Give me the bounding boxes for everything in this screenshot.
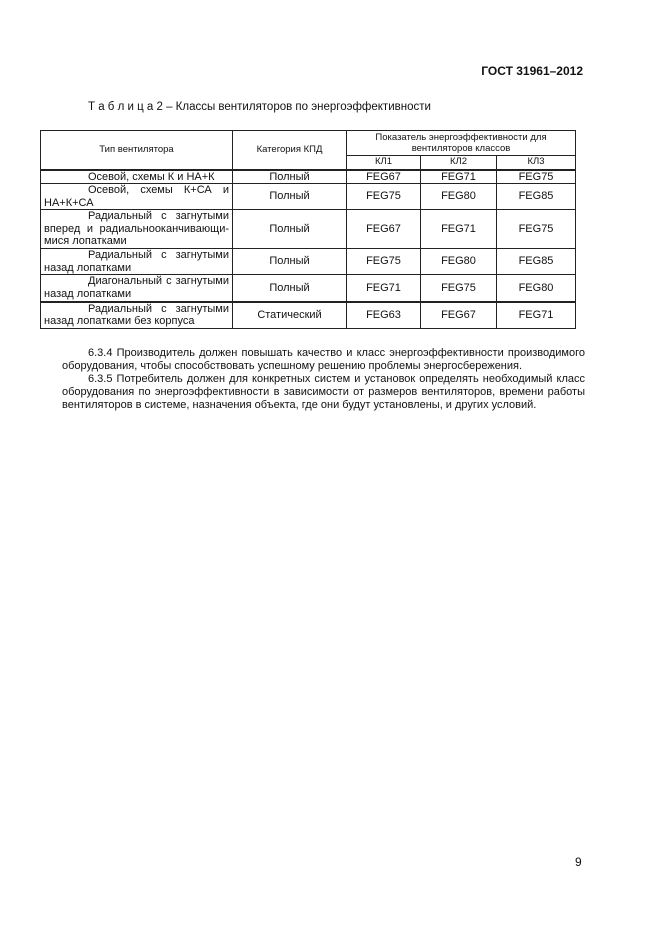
cell-category: Полный (232, 183, 347, 210)
cell-type: Радиальный с загнутыми назад лопатками б… (40, 300, 233, 329)
cell-class-2: FEG71 (420, 209, 497, 249)
cell-type: Осевой, схемы К+СА и НА+К+СА (40, 183, 233, 210)
table-row: Радиальный с загнутыми вперед и радиальн… (40, 209, 577, 249)
cell-type: Диагональный с загнутыми назад лопатками (40, 274, 233, 302)
cell-category: Полный (232, 248, 347, 275)
cell-class-2: FEG75 (420, 274, 497, 302)
header-category: Категория КПД (232, 130, 347, 170)
cell-category: Полный (232, 274, 347, 302)
table-row: Диагональный с загнутыми назад лопатками… (40, 274, 577, 302)
cell-type: Осевой, схемы К и НА+К (40, 168, 233, 184)
cell-class-3: FEG80 (495, 274, 577, 302)
cell-category: Полный (232, 209, 347, 249)
body-text: 6.3.4 Производитель должен повышать каче… (62, 347, 585, 412)
cell-class-1: FEG67 (346, 209, 421, 249)
cell-class-2: FEG71 (420, 168, 497, 184)
cell-class-1: FEG75 (346, 183, 421, 210)
header-class-3: КЛ3 (495, 155, 577, 170)
paragraph-6-3-5: 6.3.5 Потребитель должен для конкретных … (62, 373, 585, 411)
header-type: Тип вентилятора (40, 130, 233, 170)
cell-class-2: FEG67 (420, 300, 497, 329)
table-caption: Т а б л и ц а 2 – Классы вентиляторов по… (88, 101, 431, 113)
cell-class-3: FEG85 (495, 248, 577, 275)
table-row: Радиальный с загнутыми назад лопатками б… (40, 300, 577, 329)
cell-category: Полный (232, 168, 347, 184)
cell-class-3: FEG71 (495, 300, 577, 329)
page-number: 9 (575, 855, 582, 869)
table-row: Осевой, схемы К+СА и НА+К+СА Полный FEG7… (40, 183, 577, 210)
cell-type: Радиальный с загнутыми назад лопатками (40, 248, 233, 275)
table-row: Осевой, схемы К и НА+К Полный FEG67 FEG7… (40, 168, 577, 184)
header-indicator: Показатель энергоэффективности для венти… (345, 130, 577, 156)
cell-class-1: FEG71 (346, 274, 421, 302)
cell-class-1: FEG63 (346, 300, 421, 329)
header-class-1: КЛ1 (346, 155, 421, 170)
cell-class-1: FEG67 (346, 168, 421, 184)
document-id: ГОСТ 31961–2012 (481, 64, 583, 78)
header-class-2: КЛ2 (420, 155, 497, 170)
cell-class-3: FEG85 (495, 183, 577, 210)
cell-class-2: FEG80 (420, 183, 497, 210)
table-row: Радиальный с загнутыми назад лопатками П… (40, 248, 577, 275)
cell-class-3: FEG75 (495, 168, 577, 184)
cell-type: Радиальный с загнутыми вперед и радиальн… (40, 209, 233, 249)
cell-class-3: FEG75 (495, 209, 577, 249)
energy-efficiency-table: Тип вентилятора Категория КПД Показатель… (40, 130, 577, 329)
cell-class-1: FEG75 (346, 248, 421, 275)
cell-category: Статический (232, 300, 347, 329)
paragraph-6-3-4: 6.3.4 Производитель должен повышать каче… (62, 347, 585, 372)
cell-class-2: FEG80 (420, 248, 497, 275)
